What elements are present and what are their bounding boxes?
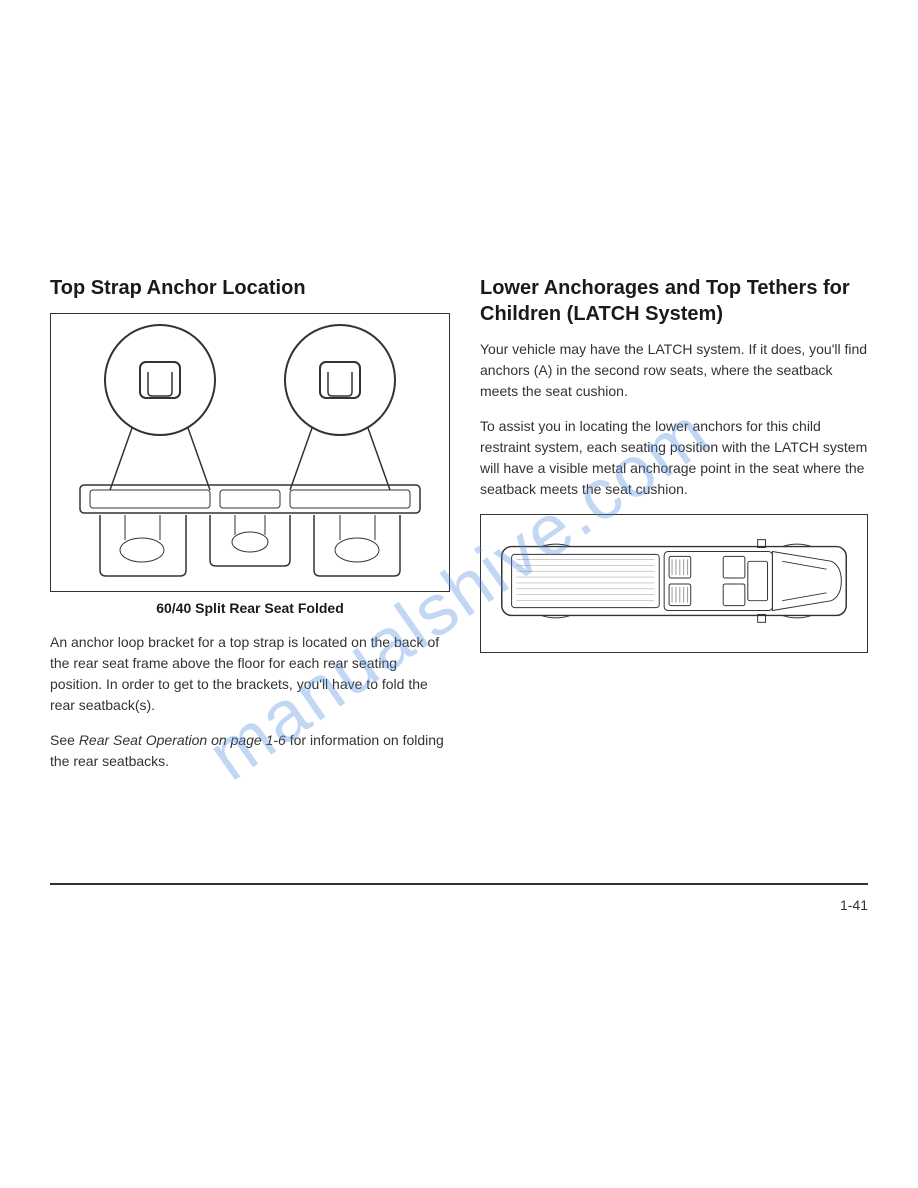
reference-prefix: See bbox=[50, 732, 79, 748]
reference-italic: Rear Seat Operation on page 1-6 bbox=[79, 732, 286, 748]
seat-diagram-svg bbox=[57, 320, 443, 580]
right-paragraph-1: Your vehicle may have the LATCH system. … bbox=[480, 339, 868, 402]
seat-figure-box bbox=[50, 313, 450, 592]
truck-diagram-svg bbox=[487, 521, 861, 641]
left-column: Top Strap Anchor Location bbox=[50, 275, 450, 786]
page-number: 1-41 bbox=[840, 897, 868, 913]
right-paragraph-2: To assist you in locating the lower anch… bbox=[480, 416, 868, 500]
page-content: Top Strap Anchor Location bbox=[50, 275, 868, 786]
left-section-heading: Top Strap Anchor Location bbox=[50, 275, 450, 301]
truck-figure-box bbox=[480, 514, 868, 653]
right-section-heading: Lower Anchorages and Top Tethers for Chi… bbox=[480, 275, 868, 327]
left-paragraph-2: See Rear Seat Operation on page 1-6 for … bbox=[50, 730, 450, 772]
seat-figure-caption: 60/40 Split Rear Seat Folded bbox=[50, 600, 450, 616]
left-paragraph-1: An anchor loop bracket for a top strap i… bbox=[50, 632, 450, 716]
right-column: Lower Anchorages and Top Tethers for Chi… bbox=[480, 275, 868, 786]
page-footer: 1-41 bbox=[50, 883, 868, 893]
